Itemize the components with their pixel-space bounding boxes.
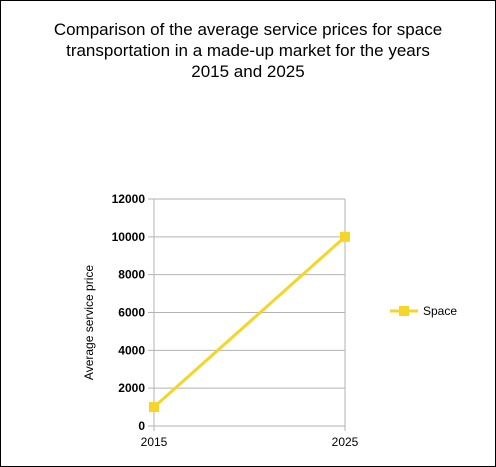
y-axis-label: Average service price <box>82 265 96 380</box>
legend-entry-space: Space <box>423 304 457 318</box>
y-tick-labels: 0 2000 4000 6000 8000 10000 12000 <box>112 192 146 433</box>
y-tick-label: 12000 <box>112 192 146 206</box>
legend-marker-icon <box>399 306 409 316</box>
y-tick-label: 8000 <box>118 268 145 282</box>
series-line-space <box>153 235 346 409</box>
x-tick-label: 2015 <box>141 435 168 449</box>
series-layer <box>149 231 350 413</box>
chart-title: Comparison of the average service prices… <box>53 20 443 81</box>
data-point-2025 <box>340 231 350 242</box>
grid-lines <box>148 198 346 431</box>
x-tick-label: 2025 <box>332 435 359 449</box>
data-point-2015 <box>149 402 159 413</box>
y-tick-label: 4000 <box>118 343 145 357</box>
y-tick-label: 0 <box>138 419 145 433</box>
y-tick-label: 2000 <box>118 381 145 395</box>
legend: Space <box>390 304 457 318</box>
x-tick-labels: 2015 2025 <box>141 435 359 449</box>
y-tick-label: 10000 <box>112 230 146 244</box>
y-tick-label: 6000 <box>118 306 145 320</box>
